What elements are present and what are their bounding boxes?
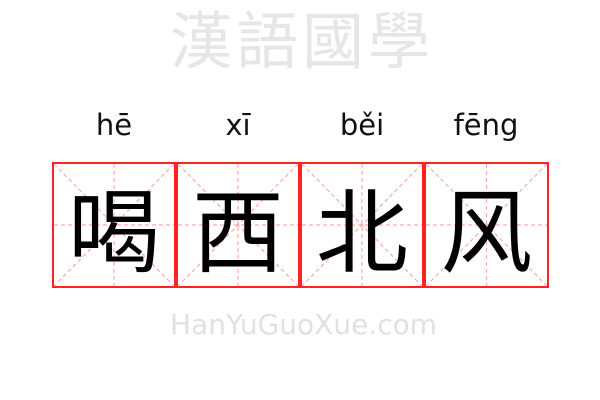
character: 喝 <box>67 179 160 287</box>
character: 风 <box>440 179 533 287</box>
character-cell: 北 <box>300 162 424 288</box>
watermark-chinese: 漢語國學 <box>170 5 435 78</box>
pinyin-3: běi <box>339 108 385 142</box>
watermark-latin: HanYuGuoXue.com <box>170 308 438 341</box>
character-grid: 喝 西 北 风 <box>52 162 549 288</box>
character: 西 <box>191 179 284 287</box>
pinyin-1: hē <box>95 108 133 142</box>
character: 北 <box>315 179 408 287</box>
character-cell: 风 <box>424 162 549 288</box>
character-cell: 喝 <box>52 162 176 288</box>
cell-guides <box>302 164 422 286</box>
character-cell: 西 <box>176 162 300 288</box>
cell-guides <box>178 164 298 286</box>
cell-guides <box>426 164 547 286</box>
pinyin-4: fēng <box>453 108 519 142</box>
cell-guides <box>54 164 174 286</box>
pinyin-2: xī <box>225 108 251 142</box>
